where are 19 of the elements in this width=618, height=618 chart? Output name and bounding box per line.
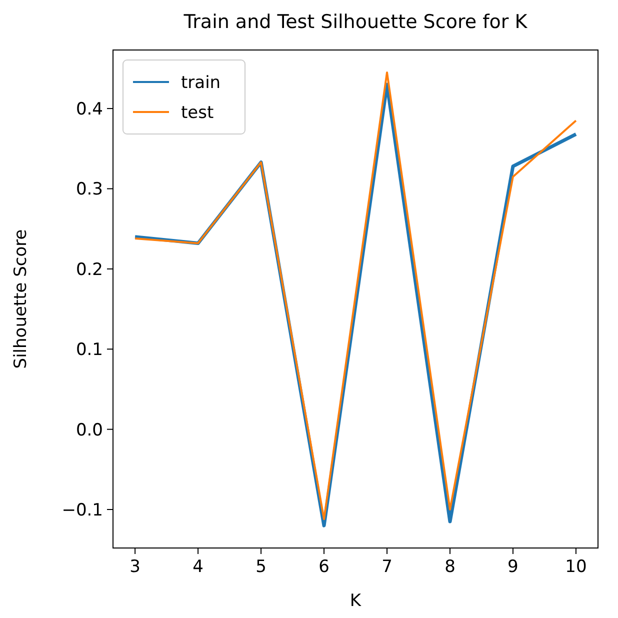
x-tick-label: 5 (256, 557, 266, 577)
x-tick-label: 6 (318, 557, 330, 577)
y-tick-label: 0.4 (76, 99, 103, 120)
y-tick-label: 0.1 (76, 340, 103, 360)
x-tick-label: 4 (192, 557, 204, 577)
legend-label: test (181, 102, 214, 123)
y-tick-label: 0.2 (76, 260, 103, 280)
y-tick-label: 0.3 (76, 180, 103, 200)
legend-label: train (181, 72, 221, 93)
y-tick-label: 0.0 (76, 420, 103, 440)
x-tick-label: 8 (444, 557, 456, 577)
x-axis-title: K (350, 591, 362, 611)
x-tick-label: 9 (508, 557, 518, 577)
x-tick-label: 7 (382, 557, 392, 577)
chart-title: Train and Test Silhouette Score for K (182, 11, 528, 33)
x-tick-label: 10 (565, 557, 587, 577)
y-tick-label: −0.1 (62, 500, 103, 520)
y-axis-title: Silhouette Score (11, 229, 31, 369)
x-tick-label: 3 (130, 557, 140, 577)
